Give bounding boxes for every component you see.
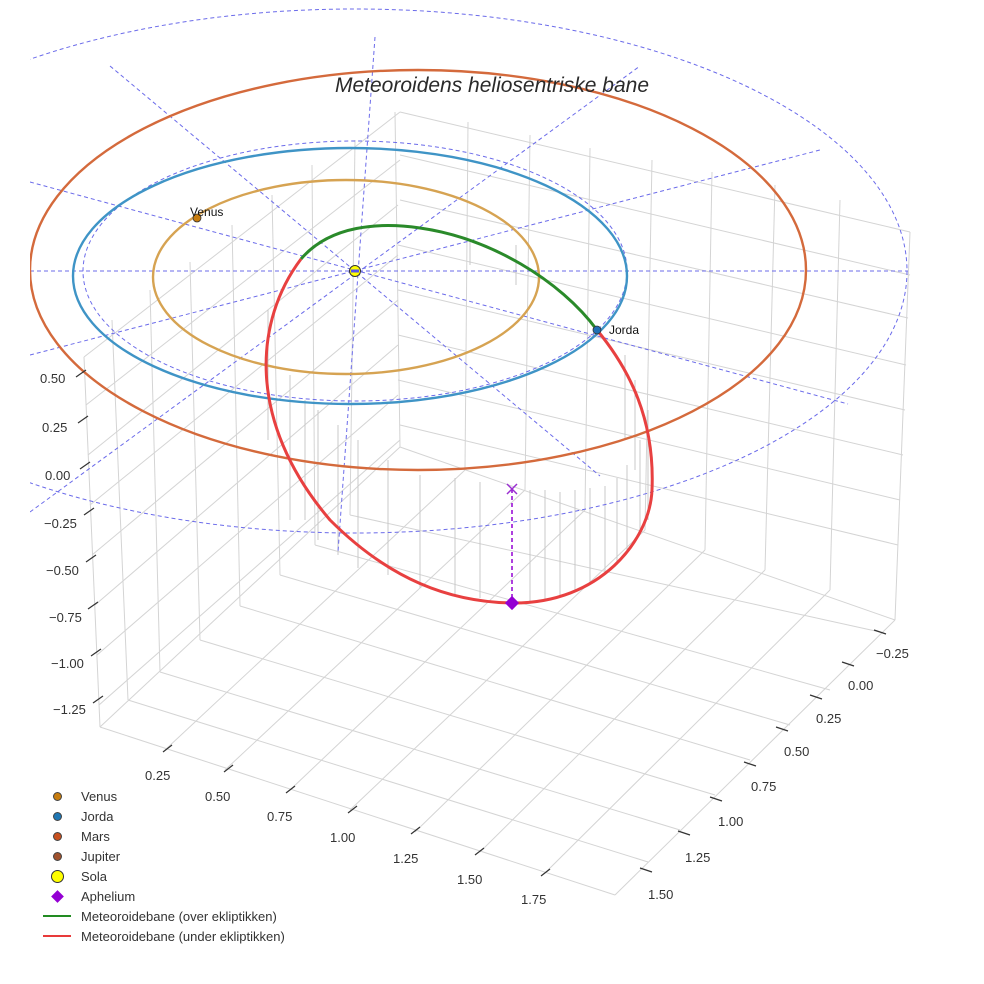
legend-item-venus[interactable]: Venus: [36, 786, 285, 806]
chart-title: Meteoroidens heliosentriske bane: [334, 74, 650, 97]
x-tick: 1.25: [393, 851, 419, 866]
y-tick: −0.25: [876, 646, 909, 661]
z-tick: −0.25: [44, 516, 77, 531]
legend-item-path-below[interactable]: Meteoroidebane (under ekliptikken): [36, 926, 285, 946]
z-tick: −0.75: [49, 610, 82, 625]
earth-dot-icon: [52, 811, 62, 821]
grid-lines: [83, 111, 911, 896]
venus-label: Venus: [190, 205, 224, 219]
earth-marker: [592, 325, 602, 335]
y-tick: 1.50: [648, 887, 674, 902]
y-tick: 1.25: [685, 850, 711, 865]
path-above-ecliptic: [299, 224, 599, 331]
aphelium-projection-x-icon: [506, 483, 518, 495]
legend-item-sola[interactable]: Sola: [36, 866, 285, 886]
legend-label: Mars: [81, 828, 110, 844]
legend-item-mars[interactable]: Mars: [36, 826, 285, 846]
z-tick: −1.00: [51, 656, 84, 671]
earth-orbit: [71, 146, 629, 406]
legend-label: Aphelium: [81, 888, 136, 904]
z-tick: 0.50: [40, 371, 66, 386]
green-line-icon: [43, 915, 71, 917]
legend-item-jorda[interactable]: Jorda: [36, 806, 285, 826]
orbits: [28, 68, 808, 472]
y-tick: 0.50: [784, 744, 810, 759]
jupiter-dot-icon: [52, 851, 62, 861]
legend-label: Sola: [81, 868, 108, 884]
aphelium-marker: [504, 595, 520, 611]
legend-label: Jupiter: [81, 848, 121, 864]
legend-item-path-above[interactable]: Meteoroidebane (over ekliptikken): [36, 906, 285, 926]
sun-dot-icon: [50, 869, 64, 883]
earth-label: Jorda: [609, 323, 640, 337]
z-tick: −1.25: [53, 702, 86, 717]
mars-dot-icon: [52, 831, 62, 841]
z-tick: 0.00: [45, 468, 71, 483]
aphelium-projection: [504, 483, 520, 611]
x-tick: 1.50: [457, 872, 483, 887]
legend-label: Jorda: [81, 808, 114, 824]
x-tick: 1.00: [330, 830, 356, 845]
legend-label: Meteoroidebane (over ekliptikken): [81, 908, 277, 924]
z-tick: 0.25: [42, 420, 68, 435]
x-tick: 0.75: [267, 809, 293, 824]
x-tick: 1.75: [521, 892, 547, 907]
y-tick: 0.75: [751, 779, 777, 794]
legend-item-aphelium[interactable]: Aphelium: [36, 886, 285, 906]
y-tick: 1.00: [718, 814, 744, 829]
axis-tick-marks: [75, 369, 887, 877]
y-tick: 0.25: [816, 711, 842, 726]
meteoroid-path: [264, 224, 654, 605]
diamond-icon: [50, 889, 64, 903]
z-tick: −0.50: [46, 563, 79, 578]
red-line-icon: [43, 935, 71, 937]
venus-marker: [192, 213, 202, 223]
planet-markers: [192, 213, 602, 335]
venus-dot-icon: [52, 791, 62, 801]
x-tick: 0.50: [205, 789, 231, 804]
x-tick: 0.25: [145, 768, 171, 783]
path-below-ecliptic: [264, 258, 654, 605]
mars-orbit: [28, 68, 808, 472]
legend-label: Venus: [81, 788, 118, 804]
legend: Venus Jorda Mars Jupiter Sola Aphelium M…: [36, 786, 285, 946]
legend-label: Meteoroidebane (under ekliptikken): [81, 928, 285, 944]
legend-item-jupiter[interactable]: Jupiter: [36, 846, 285, 866]
y-tick: 0.00: [848, 678, 874, 693]
